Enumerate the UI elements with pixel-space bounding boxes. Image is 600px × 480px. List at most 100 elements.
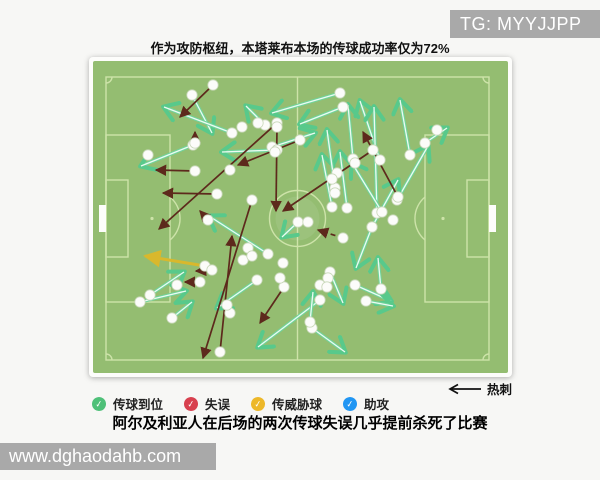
pass-origin-dot (271, 121, 283, 133)
pass-arrow-threat (143, 249, 206, 268)
pass-arrow-fail (158, 122, 278, 230)
pass-origin-dot (277, 257, 289, 269)
pass-origin-dot (211, 188, 223, 200)
pass-origin-dot (431, 124, 443, 136)
pass-origin-dot (214, 346, 226, 358)
pass-origin-dot (302, 216, 314, 228)
pass-arrow-core (347, 104, 354, 160)
pass-origin-dot (337, 101, 349, 113)
team-label: 热刺 (486, 383, 512, 397)
pass-origin-dot (404, 149, 416, 161)
legend-item-threat: 传威胁球 (250, 394, 323, 413)
page-title: 作为攻防枢纽，本塔莱布本场的传球成功率仅为72% (150, 41, 450, 56)
pass-map-pitch (89, 57, 512, 377)
left-arrow-icon (448, 383, 481, 394)
pass-origin-dot (202, 214, 214, 226)
pass-origin-dot (337, 232, 349, 244)
pass-origin-dot (292, 216, 304, 228)
pass-origin-dot (387, 214, 399, 226)
pass-arrow-fail (236, 139, 301, 167)
pass-origin-dot (224, 164, 236, 176)
legend-label: 传球到位 (113, 398, 164, 412)
pass-origin-dot (314, 294, 326, 306)
pass-origin-dot (367, 144, 379, 156)
pass-origin-dot (207, 79, 219, 91)
pass-arrow-core (355, 226, 373, 269)
legend-item-assist: 助攻 (342, 394, 390, 413)
pass-origin-dot (134, 296, 146, 308)
pass-origin-dot (360, 295, 372, 307)
pass-origin-dot (304, 316, 316, 328)
pass-origin-dot (194, 276, 206, 288)
pass-arrow-fail (270, 126, 282, 213)
legend-label: 助攻 (364, 398, 390, 412)
check-circle-icon (342, 395, 358, 412)
pass-arrow-core (339, 151, 348, 209)
pass-origin-dot (321, 281, 333, 293)
pass-origin-dot (166, 312, 178, 324)
check-circle-icon (183, 395, 199, 412)
watermark: www.dghaodahb.com (0, 443, 216, 470)
pass-origin-dot (226, 127, 238, 139)
legend-label: 传威胁球 (272, 398, 323, 412)
left-goal (99, 205, 106, 232)
pass-origin-dot (252, 117, 264, 129)
pass-origin-dot (262, 248, 274, 260)
legend-item-fail: 失误 (183, 394, 231, 413)
pass-arrow-core (163, 106, 233, 134)
pass-arrow-fail (161, 187, 218, 199)
pass-origin-dot (294, 134, 306, 146)
pass-origin-dot (186, 89, 198, 101)
check-circle-icon (250, 395, 266, 412)
pass-origin-dot (171, 279, 183, 291)
pass-origin-dot (144, 289, 156, 301)
caption: 阿尔及利亚人在后场的两次传球失误几乎提前杀死了比赛 (112, 415, 488, 432)
pass-origin-dot (374, 154, 386, 166)
pass-origin-dot (236, 121, 248, 133)
legend-label: 失误 (205, 398, 231, 412)
pass-arrow-core (351, 162, 383, 213)
pass-origin-dot (142, 149, 154, 161)
pass-arrow-core (257, 299, 321, 348)
pass-origin-dot (206, 264, 218, 276)
pass-origin-dot (326, 201, 338, 213)
legend: 传球到位 失误 传威胁球 助攻 (91, 394, 390, 413)
pass-origin-dot (246, 250, 258, 262)
check-circle-icon (91, 395, 107, 412)
pass-origin-dot (366, 221, 378, 233)
pass-arrow-core (299, 106, 344, 125)
right-goal (489, 205, 496, 232)
dots-layer (134, 79, 443, 358)
pass-arrow-core (208, 215, 269, 255)
pass-origin-dot (392, 191, 404, 203)
pass-arrow-core (271, 132, 316, 148)
pass-arrow-core (396, 145, 429, 201)
pass-origin-dot (349, 157, 361, 169)
legend-item-success: 传球到位 (91, 394, 164, 413)
pass-arrow-fail (154, 164, 196, 176)
pass-arrow-core (311, 327, 346, 353)
direction-indicator: 热刺 (447, 379, 512, 398)
pass-origin-dot (329, 187, 341, 199)
pass-arrow-core (399, 99, 411, 156)
pass-origin-dot (341, 202, 353, 214)
penalty-spot-right (441, 216, 445, 221)
pass-arrow-fail (179, 84, 214, 118)
pass-origin-dot (221, 299, 233, 311)
pass-arrow-core (271, 92, 341, 114)
pass-arrow-fail (259, 286, 285, 325)
penalty-spot-left (150, 216, 154, 221)
pass-origin-dot (326, 173, 338, 185)
pass-arrow-core (140, 144, 194, 167)
pass-origin-dot (274, 272, 286, 284)
pass-origin-dot (189, 137, 201, 149)
tg-banner: TG: MYYJJPP (450, 10, 600, 38)
pass-origin-dot (246, 194, 258, 206)
pass-arrow-core (139, 290, 187, 303)
pass-origin-dot (189, 165, 201, 177)
pass-origin-dot (334, 87, 346, 99)
pass-origin-dot (376, 206, 388, 218)
pass-origin-dot (251, 274, 263, 286)
pass-arrow-fail (219, 234, 237, 353)
